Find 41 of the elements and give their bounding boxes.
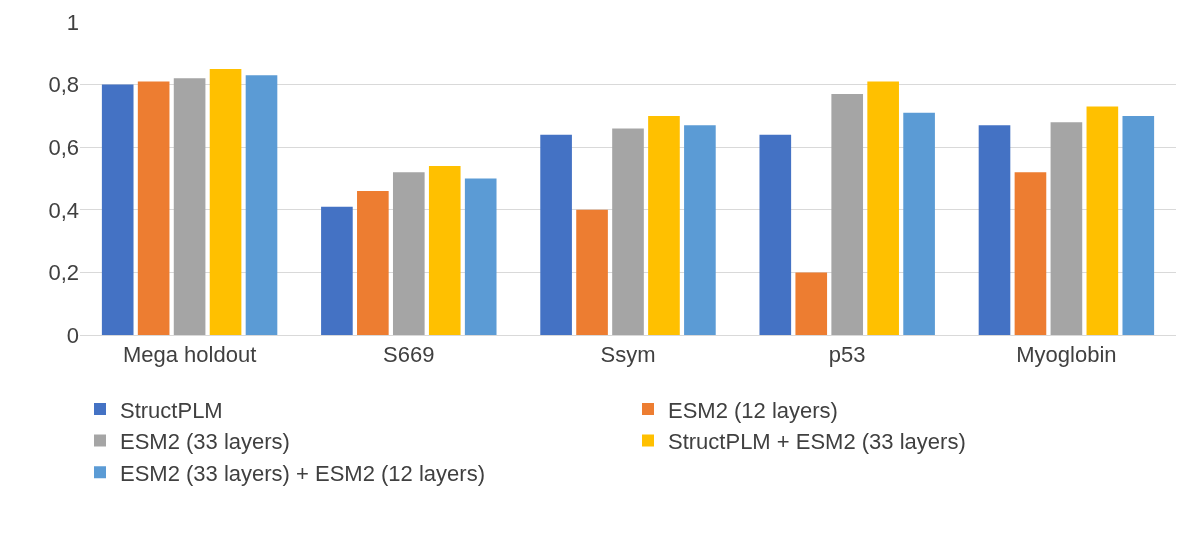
bar xyxy=(173,78,206,335)
y-tick-label: 0,8 xyxy=(48,72,79,98)
x-tick-label: S669 xyxy=(383,342,435,368)
y-tick-label: 0,4 xyxy=(48,197,79,223)
bar xyxy=(831,93,864,335)
x-tick-label: Mega holdout xyxy=(122,342,257,368)
legend-label: StructPLM + ESM2 (33 layers) xyxy=(668,429,966,455)
bar xyxy=(867,81,899,335)
y-tick-label: 1 xyxy=(66,9,79,35)
bar xyxy=(576,209,608,335)
bar xyxy=(137,81,170,335)
bar xyxy=(1086,106,1119,335)
bar xyxy=(357,191,389,335)
bar xyxy=(1122,115,1155,335)
bar xyxy=(1014,172,1047,335)
x-tick-label: Ssym xyxy=(600,342,656,368)
bar xyxy=(540,134,572,335)
bar xyxy=(759,134,792,335)
legend-label: ESM2 (33 layers) xyxy=(120,429,290,455)
bar xyxy=(903,112,935,335)
y-tick-label: 0,2 xyxy=(48,260,79,286)
bar xyxy=(464,178,497,335)
bar xyxy=(428,165,461,335)
y-tick-label: 0,6 xyxy=(48,134,79,160)
bar xyxy=(245,75,278,335)
bar xyxy=(392,172,425,335)
bar xyxy=(209,68,242,335)
bar xyxy=(612,128,644,335)
bar xyxy=(1050,122,1083,335)
bar xyxy=(321,206,353,335)
bar xyxy=(648,115,680,335)
x-tick-label: p53 xyxy=(828,342,866,368)
bar xyxy=(101,84,134,335)
x-tick-label: Myoglobin xyxy=(1016,342,1117,368)
legend-label: StructPLM xyxy=(120,397,223,423)
legend-label: ESM2 (33 layers) + ESM2 (12 layers) xyxy=(120,460,485,486)
y-tick-label: 0 xyxy=(66,322,79,348)
bar xyxy=(795,272,828,335)
legend-label: ESM2 (12 layers) xyxy=(668,397,838,423)
bar xyxy=(978,125,1011,335)
bar xyxy=(684,125,716,335)
